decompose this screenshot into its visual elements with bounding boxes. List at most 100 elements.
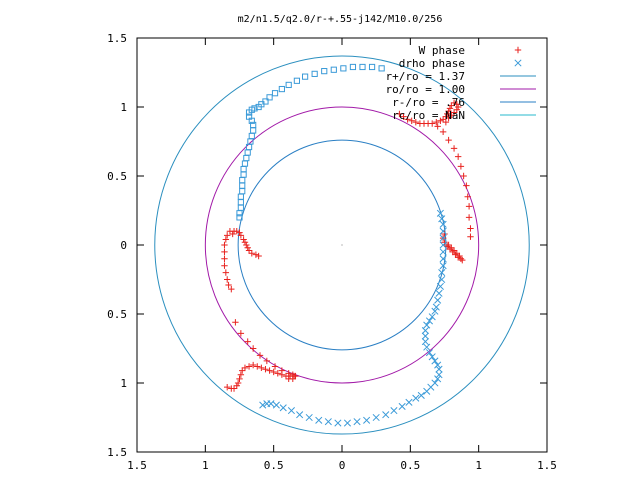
- series-2-point-11: [278, 85, 285, 93]
- series-0-point-29: [454, 153, 462, 160]
- series-0-point-19: [454, 103, 462, 111]
- x-tick-label-6: 1.5: [537, 459, 557, 472]
- series-1-point-0: [436, 209, 444, 217]
- series-2-point-5: [330, 66, 337, 73]
- series-0-point-58: [221, 255, 228, 262]
- series-0-point-51: [456, 252, 463, 260]
- series-1-point-35: [405, 398, 413, 406]
- series-2-point-1: [368, 63, 376, 71]
- series-0-point-22: [448, 112, 455, 119]
- series-0-point-16: [448, 102, 455, 109]
- series-0-point-62: [225, 281, 232, 289]
- series-1-point-12: [435, 289, 443, 297]
- series-0-point-39: [454, 254, 462, 261]
- legend-swatch-0: [514, 46, 522, 54]
- series-0: [221, 99, 474, 392]
- legend-label-0: W phase: [419, 44, 465, 57]
- series-0-point-98: [254, 363, 261, 370]
- x-tick-label-0: 1.5: [127, 459, 147, 472]
- series-2-point-33: [239, 182, 246, 189]
- axis-ticks: 1.5 1 0.5 0 0.5 1 1.51.510.500.511.5: [107, 32, 557, 472]
- series-1-point-19: [421, 327, 429, 335]
- series-1-point-2: [439, 220, 447, 228]
- series-1-point-7: [439, 255, 447, 263]
- x-tick-label-3: 0: [339, 459, 346, 472]
- series-0-point-35: [465, 214, 473, 221]
- series-0-point-79: [244, 338, 251, 345]
- series-2-point-28: [243, 154, 250, 162]
- legend-swatch-1: [514, 59, 522, 67]
- series-1-point-8: [439, 262, 447, 270]
- series-0-point-42: [446, 245, 454, 253]
- series-0-point-4: [412, 118, 419, 126]
- series-0-point-48: [448, 244, 455, 251]
- series-0-point-3: [408, 117, 415, 124]
- series-0-point-15: [446, 105, 454, 112]
- series-2-point-27: [244, 149, 251, 156]
- chart-title: m2/n1.5/q2.0/r-+.55-j142/M10.0/256: [238, 14, 443, 25]
- series-0-point-54: [224, 232, 231, 239]
- series-1-point-50: [272, 401, 280, 409]
- series-2-point-38: [236, 210, 243, 217]
- y-tick-label-6: 1.5: [107, 446, 127, 459]
- series-0-point-76: [255, 252, 262, 260]
- series-0-point-24: [442, 118, 450, 126]
- series-1-point-21: [421, 338, 429, 346]
- series-2-point-21: [248, 117, 255, 124]
- series-0-point-97: [249, 361, 257, 369]
- origin-dot: [341, 244, 343, 246]
- series-1-point-44: [324, 418, 332, 426]
- series-0-point-56: [221, 241, 228, 249]
- series-2-point-36: [237, 199, 244, 206]
- series-0-point-99: [258, 364, 265, 372]
- series-0-point-87: [224, 383, 231, 391]
- series-2-point-34: [239, 188, 246, 195]
- y-tick-label-2: 0.5: [107, 170, 127, 183]
- series-2-point-29: [241, 160, 249, 167]
- series-0-point-70: [241, 239, 249, 246]
- series-2-point-10: [285, 81, 292, 89]
- series-0-point-47: [445, 241, 452, 249]
- series-0-point-101: [266, 367, 273, 374]
- legend-label-4: r-/ro = .76: [392, 96, 465, 109]
- series-0-point-8: [429, 120, 436, 127]
- series-0-point-90: [233, 382, 240, 389]
- series-0-point-0: [396, 110, 403, 118]
- series-1-point-22: [423, 343, 431, 351]
- series-0-point-77: [232, 319, 239, 326]
- series-1-point-40: [363, 416, 371, 424]
- series-0-point-81: [256, 352, 264, 359]
- series-2-point-4: [340, 65, 347, 72]
- series-0-point-34: [465, 203, 473, 210]
- x-tick-label-4: 0.5: [400, 459, 420, 472]
- series-1-point-5: [439, 241, 447, 249]
- series-2-point-32: [239, 177, 246, 184]
- series-0-point-20: [453, 106, 460, 113]
- series-0-point-60: [222, 269, 230, 276]
- series-0-point-80: [249, 345, 257, 352]
- y-tick-label-3: 0: [120, 239, 127, 252]
- series-0-point-32: [463, 182, 470, 189]
- series-0-point-17: [450, 99, 458, 107]
- series-1-point-37: [390, 407, 398, 415]
- series-2-point-3: [349, 63, 357, 71]
- series-1-point-42: [343, 419, 352, 427]
- series-2-point-13: [266, 94, 273, 101]
- series-1-point-36: [398, 402, 406, 411]
- series-1-point-41: [353, 418, 361, 426]
- series-0-point-12: [442, 113, 450, 120]
- series-0-point-106: [286, 372, 294, 380]
- series-0-point-102: [270, 368, 277, 376]
- series-0-point-37: [467, 233, 474, 240]
- series-0-point-33: [464, 193, 471, 200]
- series-1-point-47: [296, 411, 304, 419]
- series-0-point-50: [453, 250, 460, 257]
- series-0-point-2: [404, 116, 411, 123]
- series-0-point-110: [285, 375, 292, 383]
- series-0-point-21: [450, 109, 458, 116]
- series-2-point-7: [311, 70, 318, 77]
- series-1-point-25: [431, 357, 439, 365]
- series-1-point-53: [259, 401, 267, 409]
- series-0-point-9: [433, 118, 440, 126]
